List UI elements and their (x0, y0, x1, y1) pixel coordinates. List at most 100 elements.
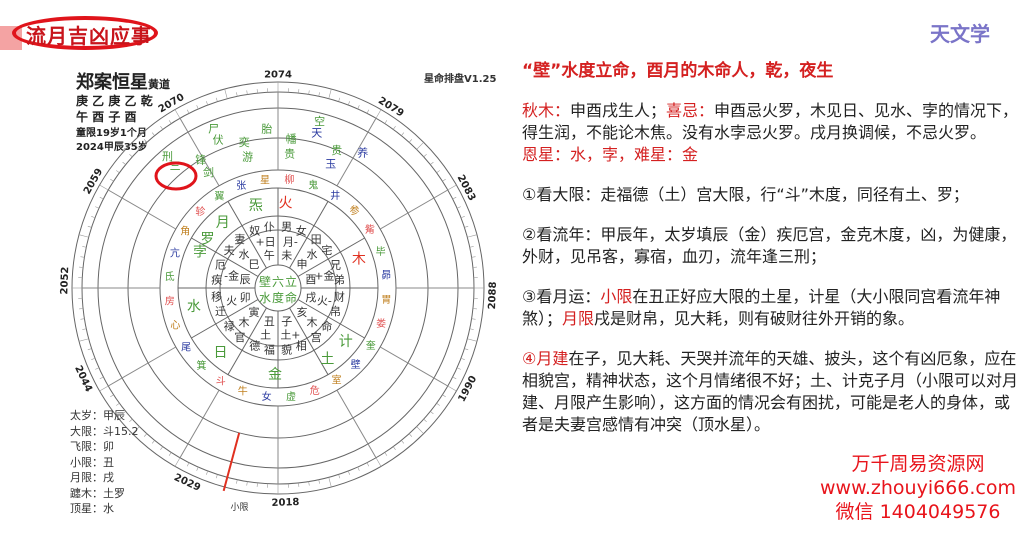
degree-tick (384, 452, 388, 456)
degree-tick (82, 328, 87, 330)
planet-木: 木 (352, 252, 366, 268)
outer-divider (179, 118, 220, 187)
palace-label: 夫 (224, 244, 235, 257)
minor-limit-label: 小限 (230, 502, 248, 513)
degree-tick (151, 132, 155, 136)
degree-tick (143, 433, 148, 437)
label: 恩星：水，孛，难星：金 (522, 145, 699, 164)
degree-tick (469, 246, 474, 248)
degree-tick (215, 97, 218, 102)
branch-label: 寅 (248, 305, 259, 319)
degree-tick (78, 338, 89, 342)
mansion-鬼: 鬼 (308, 178, 318, 191)
degree-tick (143, 139, 148, 143)
degree-tick (430, 411, 434, 415)
degree-tick (95, 206, 100, 209)
degree-tick (357, 466, 360, 471)
degree-tick (132, 142, 140, 150)
degree-tick (87, 225, 92, 228)
degree-tick (464, 225, 469, 228)
mansion-尾: 尾 (181, 341, 191, 353)
degree-tick (224, 88, 228, 99)
sector-divider (191, 237, 259, 277)
degree-tick (471, 256, 476, 258)
label: 小限 (600, 287, 633, 306)
mansion-参: 参 (349, 204, 359, 217)
degree-tick (246, 90, 248, 95)
degree-tick (471, 318, 476, 320)
outer-star: 尸 (208, 122, 219, 135)
degree-tick (357, 105, 360, 110)
branch-label: 辰 (240, 273, 251, 286)
mansion-觜: 觜 (365, 223, 375, 236)
mansion-箕: 箕 (197, 359, 207, 372)
outer-star: 锋 (195, 153, 206, 166)
outer-star: 养 (357, 145, 368, 159)
palace-label: 女 (296, 223, 307, 237)
degree-tick (308, 90, 310, 95)
sector-divider (297, 237, 365, 277)
planet-水: 水 (187, 299, 201, 315)
center-label: 命 (285, 290, 297, 305)
summary-item: 顶星：水 (70, 502, 114, 515)
minor-limit-marker (222, 432, 241, 492)
degree-tick (246, 481, 248, 486)
palace-label: 奴 (249, 223, 260, 237)
degree-tick (452, 376, 457, 380)
summary-item: 大限：斗15.2 (70, 424, 139, 438)
watermark-line: 万千周易资源网 (851, 453, 985, 475)
label: 秋木： (522, 101, 571, 120)
mansion-室: 室 (332, 373, 342, 386)
sector-divider (191, 299, 259, 339)
year-label: 2052 (59, 266, 71, 294)
branch-star: 水 (239, 248, 250, 261)
mansion-昴: 昴 (381, 270, 391, 282)
degree-tick (168, 452, 172, 456)
degree-tick (447, 184, 457, 191)
degree-tick (442, 178, 446, 182)
palace-label: 福 (264, 342, 275, 356)
degree-tick (436, 402, 440, 406)
year-info: 2024甲辰35岁 (76, 142, 148, 153)
degree-tick (464, 348, 469, 351)
mansion-壁: 壁 (351, 358, 361, 371)
mansion-轸: 轸 (195, 205, 205, 218)
outer-divider (179, 389, 220, 458)
degree-tick (110, 178, 114, 182)
outer-star: 空 (314, 114, 325, 128)
mansion-女: 女 (262, 390, 272, 403)
paragraph-monthly: ③看月运：小限在丑正好应大限的土星，计星（大小限同宫看流年神煞）；月限戌是财帛，… (522, 286, 1022, 330)
branch-star: +金 (314, 269, 334, 283)
branch-star: 水 (306, 248, 317, 261)
watermark-line: 微信 1404049576 (835, 501, 1001, 523)
branch-label: 午 (264, 249, 275, 262)
label: 月限 (562, 309, 595, 328)
degree-tick (416, 426, 424, 434)
degree-tick (132, 426, 140, 434)
degree-tick (436, 170, 440, 174)
degree-tick (467, 338, 478, 342)
year-label: 2044 (72, 364, 94, 394)
palace-label: 男 (281, 221, 292, 234)
summary-item: 小限：丑 (70, 455, 114, 469)
mansion-胃: 胃 (381, 294, 391, 306)
palace-label: 宅 (321, 243, 332, 257)
label: ④月建 (522, 349, 569, 368)
text: 在子，见大耗、天哭并流年的天雄、披头，这个有凶厄象，应在相貌宫，精神状态，这个月… (522, 349, 1019, 434)
degree-tick (174, 457, 181, 467)
summary-item: 月限：戌 (70, 471, 114, 484)
summary-item: 太岁：甲辰 (70, 409, 125, 422)
degree-tick (384, 120, 388, 124)
sector-divider (227, 307, 267, 375)
palace-label: 移 (211, 291, 222, 304)
palace-label: 财 (334, 290, 345, 304)
degree-tick (95, 367, 100, 370)
degree-tick (467, 234, 478, 238)
degree-tick (80, 318, 85, 320)
summary-item: 飞限：卯 (70, 440, 114, 453)
outer-star: 游 (242, 150, 253, 163)
palace-label: 仆 (264, 221, 275, 234)
text: 申酉忌火罗，木见日、见水、孛的情况下，得生润，不能论木焦。没有水孛忌火罗。戌月换… (522, 101, 1019, 142)
degree-tick (460, 216, 465, 219)
degree-tick (78, 234, 89, 238)
